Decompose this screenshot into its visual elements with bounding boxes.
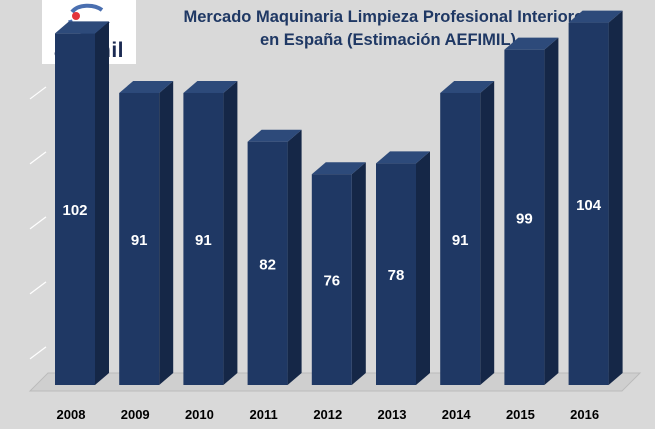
x-tick-label: 2015 xyxy=(506,407,535,422)
bar-front xyxy=(376,163,416,385)
bar-top xyxy=(440,80,495,93)
bar xyxy=(440,80,495,386)
bar-front xyxy=(55,33,95,386)
data-label: 78 xyxy=(388,267,405,284)
bar-front xyxy=(568,22,609,386)
bar-side xyxy=(287,129,302,385)
gridline xyxy=(29,346,47,360)
bar-side xyxy=(351,162,366,385)
x-tick-label: 2011 xyxy=(249,407,277,422)
x-tick-label: 2013 xyxy=(378,407,407,422)
x-tick-label: 2016 xyxy=(570,407,599,422)
bar xyxy=(311,162,366,385)
chart-title: Mercado Maquinaria Limpieza Profesional … xyxy=(138,6,638,52)
bar-side xyxy=(223,80,238,386)
data-label: 91 xyxy=(131,232,148,249)
data-label: 104 xyxy=(576,197,602,214)
bar xyxy=(119,80,174,386)
gridline xyxy=(29,216,47,230)
gridline xyxy=(29,281,47,295)
bar-top xyxy=(247,129,302,142)
data-label: 91 xyxy=(195,232,212,249)
x-tick-label: 2008 xyxy=(57,407,86,422)
bar xyxy=(504,37,559,385)
x-tick-label: 2012 xyxy=(313,407,342,422)
bar-top xyxy=(55,21,109,34)
x-tick-label: 2010 xyxy=(185,407,214,422)
gridline xyxy=(29,151,47,165)
bar xyxy=(247,129,302,385)
bar-side xyxy=(544,37,559,385)
bar-top xyxy=(183,80,238,93)
data-label: 102 xyxy=(62,202,87,219)
data-label: 91 xyxy=(452,232,469,249)
bar-side xyxy=(608,10,623,386)
x-tick-label: 2014 xyxy=(442,407,472,422)
bar-side xyxy=(159,80,174,386)
bar-front xyxy=(247,141,288,385)
data-labels: 102 91 91 82 76 78 91 99 104 xyxy=(62,197,601,290)
chart-title-line-2: en España (Estimación AEFIMIL) xyxy=(259,31,517,49)
bar-top xyxy=(119,80,174,93)
bar xyxy=(376,151,430,385)
data-label: 99 xyxy=(516,210,533,227)
bar xyxy=(568,10,623,386)
bar-front xyxy=(183,92,224,386)
bars xyxy=(55,10,623,386)
bar-side xyxy=(480,80,495,386)
bar-front xyxy=(119,92,160,386)
chart-title-line-1: Mercado Maquinaria Limpieza Profesional … xyxy=(183,8,593,26)
data-label: 76 xyxy=(323,273,340,290)
chart-gridlines xyxy=(29,86,47,360)
gridline xyxy=(29,86,47,100)
bar-front xyxy=(311,174,352,385)
x-tick-label: 2009 xyxy=(121,407,150,422)
bar-side xyxy=(95,21,109,385)
bar xyxy=(55,21,109,386)
bar-front xyxy=(504,49,545,385)
x-axis-labels: 2008 2009 2010 2011 2012 2013 2014 2015 2016 xyxy=(57,407,600,422)
bar-top xyxy=(568,10,623,23)
bar-top xyxy=(504,37,559,50)
bar-top xyxy=(311,162,366,175)
bar-side xyxy=(416,151,430,385)
bar xyxy=(183,80,238,386)
bar-front xyxy=(440,92,481,386)
bar-top xyxy=(376,151,430,164)
data-label: 82 xyxy=(259,256,276,273)
